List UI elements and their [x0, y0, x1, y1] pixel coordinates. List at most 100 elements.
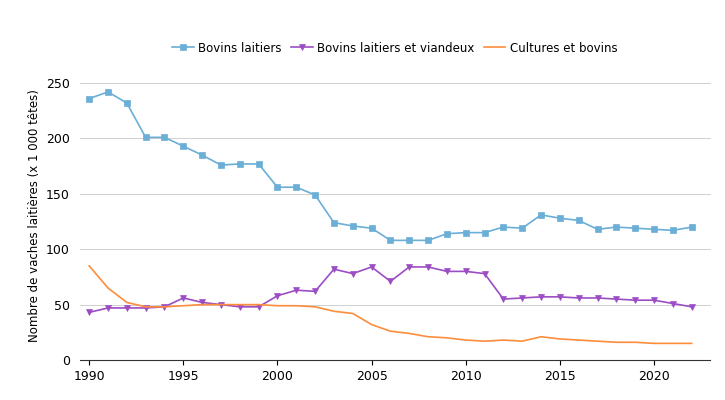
Bovins laitiers — [160, 135, 169, 140]
Bovins laitiers — [236, 162, 244, 166]
Cultures et bovins — [612, 340, 621, 345]
Cultures et bovins — [536, 334, 545, 339]
Bovins laitiers — [179, 144, 188, 149]
Bovins laitiers — [668, 228, 677, 233]
Bovins laitiers et viandeux — [555, 294, 564, 299]
Cultures et bovins — [687, 341, 696, 346]
Bovins laitiers et viandeux — [423, 264, 432, 269]
Cultures et bovins — [311, 304, 320, 309]
Bovins laitiers — [104, 90, 112, 94]
Bovins laitiers et viandeux — [518, 296, 526, 300]
Bovins laitiers — [650, 227, 658, 232]
Bovins laitiers et viandeux — [536, 294, 545, 299]
Bovins laitiers et viandeux — [461, 269, 470, 274]
Bovins laitiers et viandeux — [217, 302, 225, 307]
Bovins laitiers et viandeux — [593, 296, 602, 300]
Bovins laitiers et viandeux — [160, 304, 169, 309]
Bovins laitiers et viandeux — [273, 293, 282, 298]
Bovins laitiers — [311, 192, 320, 197]
Cultures et bovins — [368, 322, 376, 327]
Bovins laitiers et viandeux — [650, 298, 658, 302]
Bovins laitiers et viandeux — [612, 297, 621, 302]
Bovins laitiers — [330, 220, 339, 225]
Bovins laitiers — [480, 230, 489, 235]
Cultures et bovins — [480, 339, 489, 344]
Cultures et bovins — [273, 303, 282, 308]
Cultures et bovins — [349, 311, 357, 316]
Cultures et bovins — [330, 309, 339, 314]
Bovins laitiers et viandeux — [104, 306, 112, 310]
Bovins laitiers — [631, 226, 639, 230]
Bovins laitiers — [423, 238, 432, 243]
Bovins laitiers — [499, 225, 507, 230]
Cultures et bovins — [518, 339, 526, 344]
Bovins laitiers — [442, 231, 451, 236]
Bovins laitiers — [273, 185, 282, 190]
Cultures et bovins — [555, 336, 564, 341]
Cultures et bovins — [499, 338, 507, 342]
Bovins laitiers et viandeux — [85, 310, 94, 315]
Bovins laitiers et viandeux — [236, 304, 244, 309]
Bovins laitiers et viandeux — [499, 297, 507, 302]
Bovins laitiers — [368, 226, 376, 230]
Bovins laitiers — [405, 238, 413, 243]
Bovins laitiers — [612, 225, 621, 230]
Cultures et bovins — [254, 302, 263, 307]
Cultures et bovins — [85, 264, 94, 268]
Cultures et bovins — [236, 302, 244, 307]
Bovins laitiers et viandeux — [254, 304, 263, 309]
Bovins laitiers et viandeux — [330, 267, 339, 272]
Bovins laitiers — [593, 227, 602, 232]
Cultures et bovins — [423, 334, 432, 339]
Bovins laitiers et viandeux — [179, 296, 188, 300]
Bovins laitiers — [555, 216, 564, 221]
Bovins laitiers et viandeux — [386, 279, 395, 284]
Bovins laitiers et viandeux — [687, 304, 696, 309]
Cultures et bovins — [179, 303, 188, 308]
Bovins laitiers — [386, 238, 395, 243]
Line: Cultures et bovins: Cultures et bovins — [89, 266, 692, 343]
Bovins laitiers et viandeux — [123, 306, 131, 310]
Bovins laitiers — [85, 96, 94, 101]
Bovins laitiers — [461, 230, 470, 235]
Cultures et bovins — [386, 329, 395, 334]
Bovins laitiers et viandeux — [631, 298, 639, 302]
Cultures et bovins — [405, 331, 413, 336]
Cultures et bovins — [217, 302, 225, 307]
Bovins laitiers et viandeux — [292, 288, 301, 293]
Cultures et bovins — [292, 303, 301, 308]
Cultures et bovins — [631, 340, 639, 345]
Bovins laitiers — [217, 163, 225, 168]
Bovins laitiers — [254, 162, 263, 166]
Cultures et bovins — [574, 338, 583, 342]
Y-axis label: Nombre de vaches laitières (x 1 000 têtes): Nombre de vaches laitières (x 1 000 tête… — [28, 90, 41, 342]
Bovins laitiers — [141, 135, 150, 140]
Cultures et bovins — [593, 339, 602, 344]
Cultures et bovins — [650, 341, 658, 346]
Bovins laitiers — [123, 101, 131, 106]
Bovins laitiers — [198, 153, 207, 158]
Legend: Bovins laitiers, Bovins laitiers et viandeux, Cultures et bovins: Bovins laitiers, Bovins laitiers et vian… — [173, 42, 618, 54]
Bovins laitiers et viandeux — [368, 264, 376, 269]
Bovins laitiers et viandeux — [405, 264, 413, 269]
Bovins laitiers — [536, 212, 545, 217]
Bovins laitiers et viandeux — [349, 271, 357, 276]
Bovins laitiers et viandeux — [480, 271, 489, 276]
Bovins laitiers et viandeux — [198, 300, 207, 305]
Cultures et bovins — [442, 336, 451, 340]
Cultures et bovins — [104, 286, 112, 290]
Bovins laitiers — [518, 226, 526, 230]
Bovins laitiers et viandeux — [311, 289, 320, 294]
Cultures et bovins — [123, 300, 131, 305]
Cultures et bovins — [198, 302, 207, 307]
Bovins laitiers et viandeux — [574, 296, 583, 300]
Bovins laitiers — [349, 224, 357, 228]
Cultures et bovins — [461, 338, 470, 342]
Line: Bovins laitiers: Bovins laitiers — [86, 89, 695, 243]
Bovins laitiers — [292, 185, 301, 190]
Cultures et bovins — [141, 304, 150, 309]
Bovins laitiers et viandeux — [141, 306, 150, 310]
Line: Bovins laitiers et viandeux: Bovins laitiers et viandeux — [86, 264, 695, 315]
Cultures et bovins — [160, 304, 169, 309]
Bovins laitiers — [574, 218, 583, 223]
